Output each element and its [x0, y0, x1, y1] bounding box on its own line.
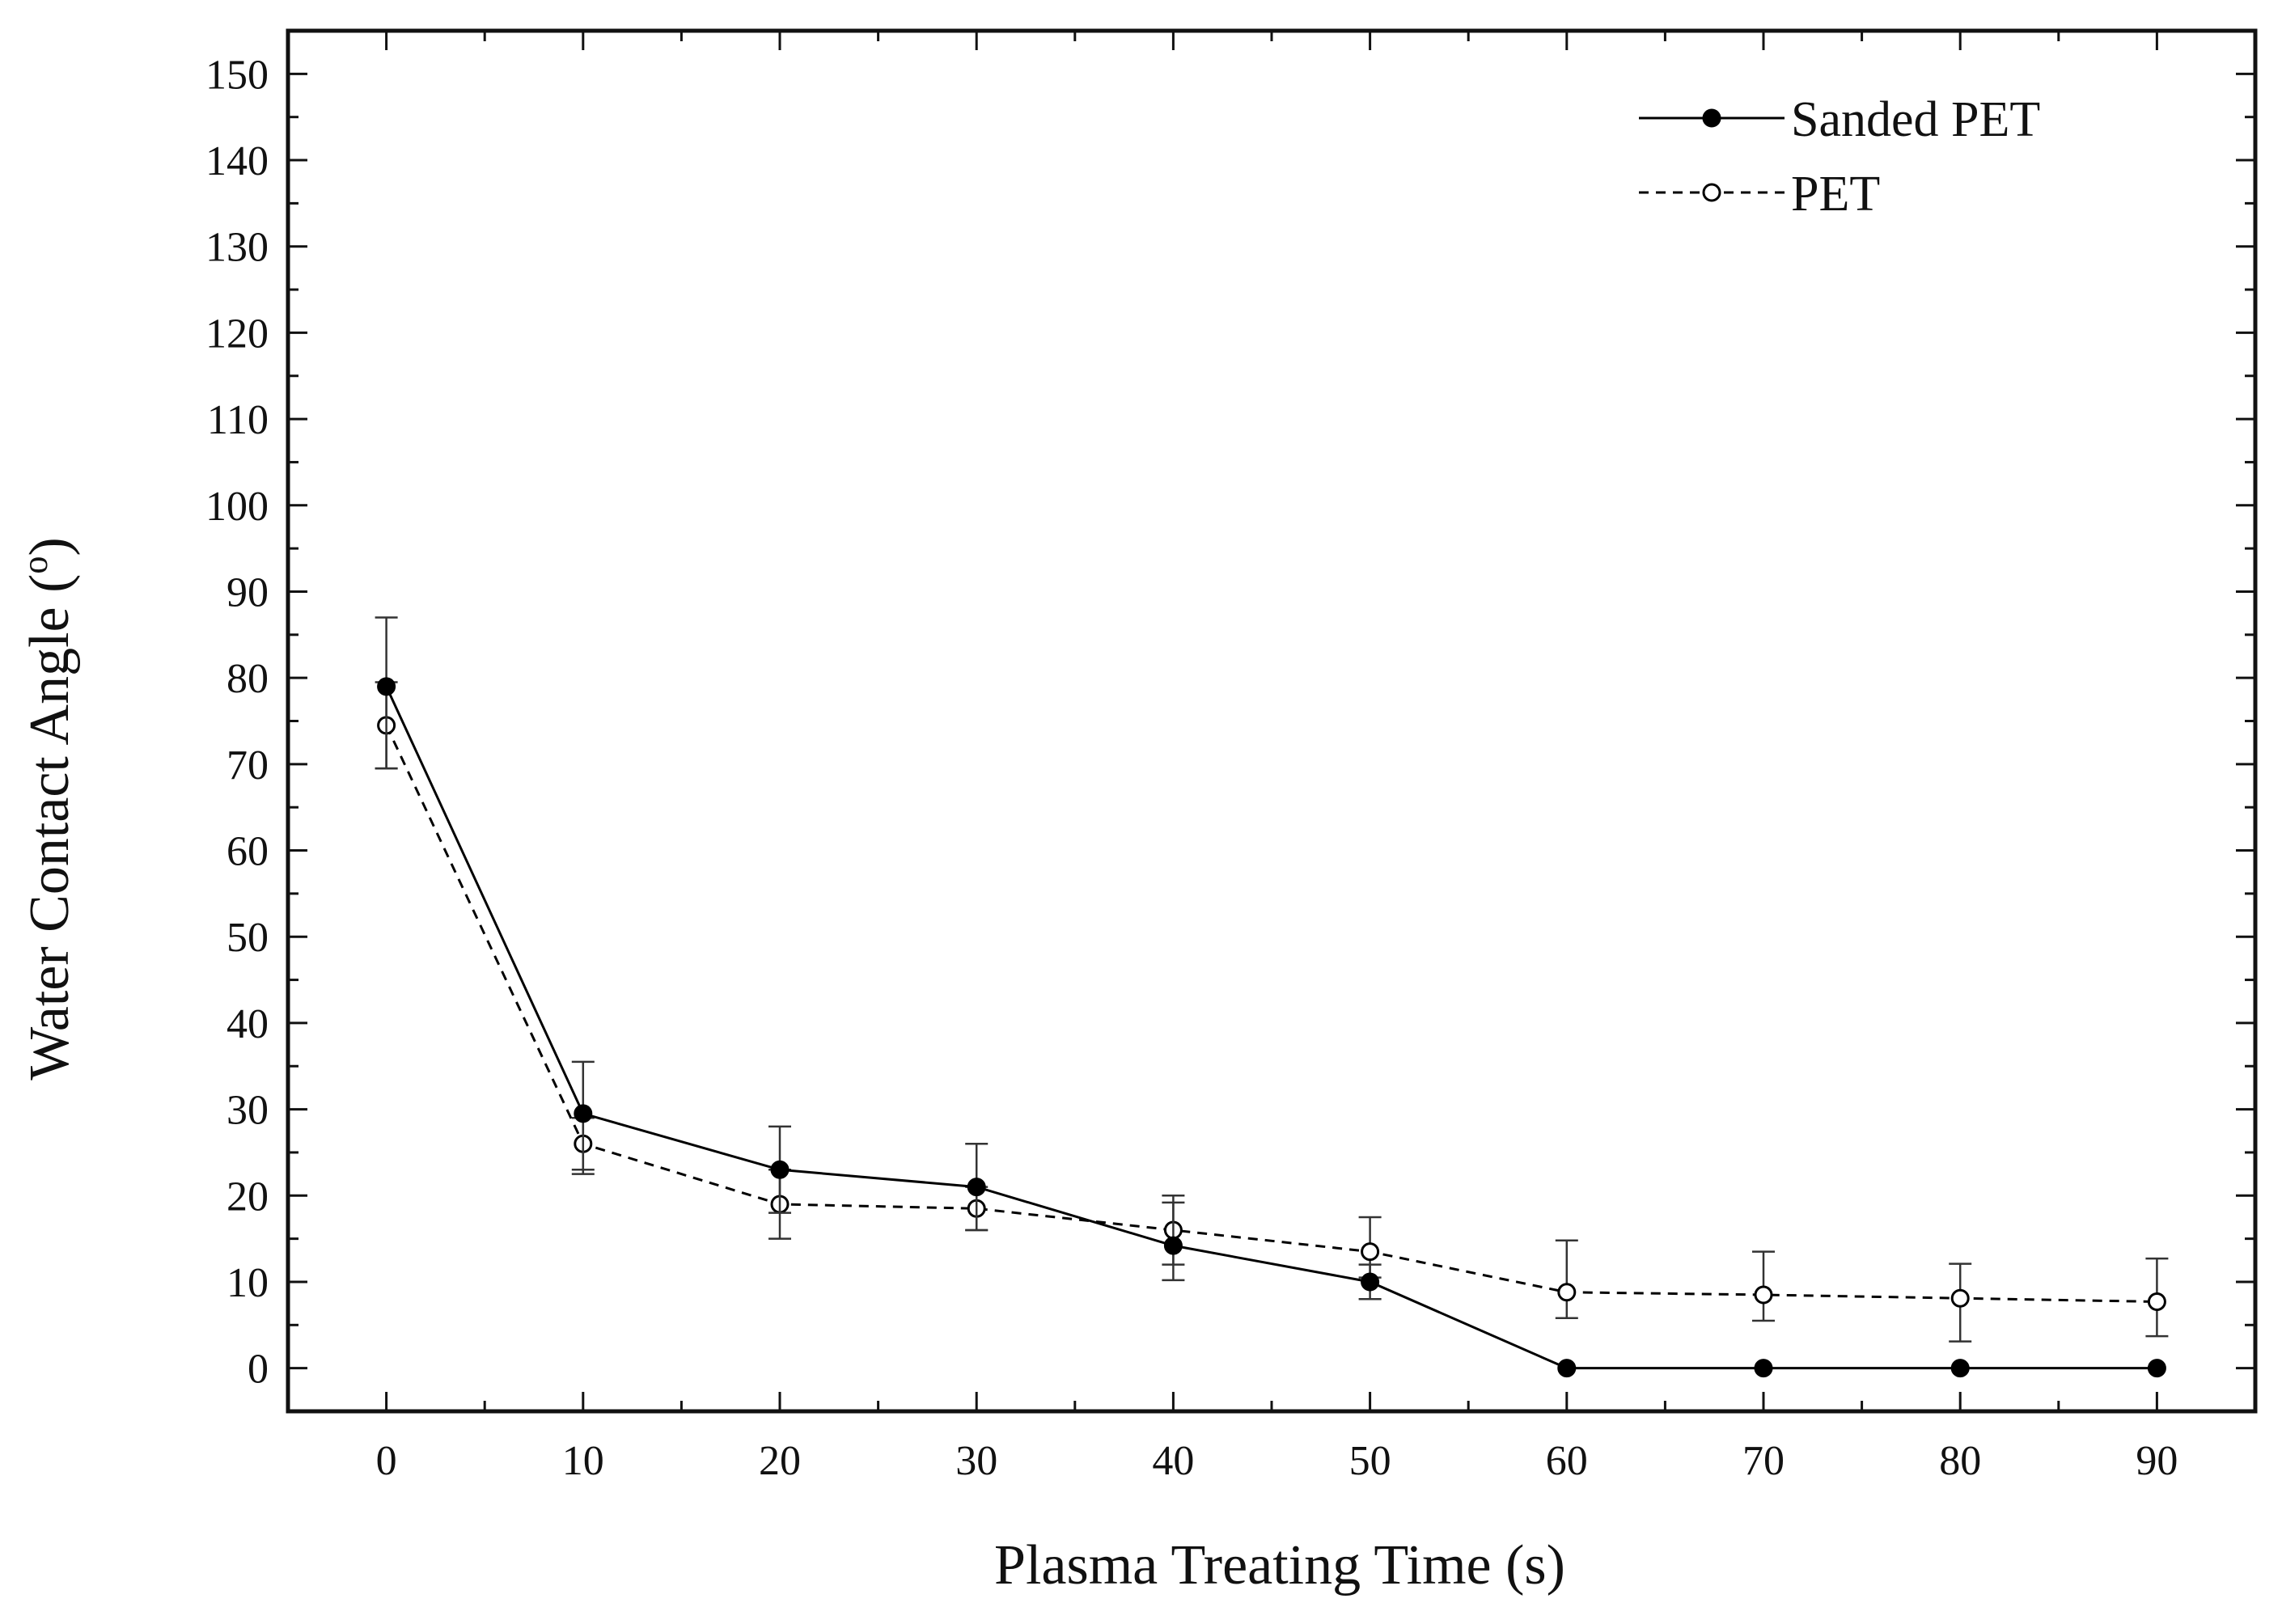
ticks-layer: 0 10 20 30 40 50 60 70 80 90 0 10 20 30 40 50 60 70 80 90 10… — [205, 31, 2255, 1484]
data-point-pet — [1557, 1283, 1577, 1302]
legend-marker-sanded-pet — [1702, 108, 1721, 128]
data-point-sanded-pet — [1557, 1359, 1577, 1378]
y-tick-label: 50 — [227, 915, 269, 961]
y-tick-label: 110 — [207, 397, 269, 443]
x-tick-label: 90 — [2136, 1438, 2178, 1484]
y-tick-label: 60 — [227, 829, 269, 875]
y-tick-label: 80 — [227, 656, 269, 702]
x-tick-label: 80 — [1939, 1438, 1981, 1484]
legend-label-pet: PET — [1791, 167, 1880, 222]
x-tick-label: 60 — [1546, 1438, 1588, 1484]
y-tick-label: 120 — [205, 311, 269, 357]
data-point-sanded-pet — [770, 1160, 790, 1179]
y-axis-title-degree: o — [15, 556, 55, 574]
y-axis-title-close: ) — [19, 537, 81, 556]
y-tick-label: 20 — [227, 1174, 269, 1220]
data-point-sanded-pet — [1754, 1359, 1773, 1378]
series-line-sanded-pet — [385, 686, 2157, 1370]
data-point-sanded-pet — [1950, 1359, 1970, 1378]
y-tick-label: 140 — [205, 138, 269, 184]
data-point-sanded-pet — [1163, 1236, 1183, 1255]
y-tick-label: 10 — [227, 1260, 269, 1306]
series-sanded-pet — [375, 616, 2166, 1378]
y-tick-label: 30 — [227, 1088, 269, 1134]
legend-label-sanded-pet: Sanded PET — [1791, 92, 2040, 147]
x-tick-label: 40 — [1152, 1438, 1194, 1484]
y-axis-title-main: Water Contact Angle ( — [19, 574, 81, 1081]
data-point-sanded-pet — [1361, 1272, 1380, 1292]
data-point-sanded-pet — [967, 1178, 986, 1197]
data-point-pet — [1361, 1242, 1380, 1262]
y-tick-label: 90 — [227, 569, 269, 615]
data-point-sanded-pet — [2147, 1359, 2166, 1378]
y-tick-label: 70 — [227, 742, 269, 789]
data-point-pet — [1950, 1288, 1970, 1308]
y-tick-label: 130 — [205, 225, 269, 271]
plot-frame — [286, 28, 2258, 1414]
series-layer — [375, 616, 2169, 1378]
y-axis-title: Water Contact Angle (o) — [15, 537, 81, 1080]
y-tick-label: 150 — [205, 52, 269, 98]
x-tick-label: 0 — [376, 1438, 397, 1484]
x-axis-title: Plasma Treating Time (s) — [994, 1534, 1565, 1597]
y-tick-label: 100 — [205, 484, 269, 530]
legend: Sanded PET PET — [1639, 92, 2040, 222]
x-tick-label: 20 — [759, 1438, 801, 1484]
legend-marker-pet — [1702, 183, 1721, 202]
x-tick-label: 70 — [1742, 1438, 1785, 1484]
data-point-pet — [2147, 1292, 2166, 1312]
data-point-sanded-pet — [377, 677, 396, 696]
series-line-pet — [385, 725, 2157, 1304]
x-tick-label: 10 — [562, 1438, 604, 1484]
data-point-sanded-pet — [574, 1104, 593, 1123]
x-tick-label: 50 — [1349, 1438, 1391, 1484]
x-tick-label: 30 — [955, 1438, 997, 1484]
y-tick-label: 40 — [227, 1001, 269, 1047]
y-tick-label: 0 — [248, 1347, 269, 1393]
data-point-pet — [1754, 1285, 1773, 1305]
